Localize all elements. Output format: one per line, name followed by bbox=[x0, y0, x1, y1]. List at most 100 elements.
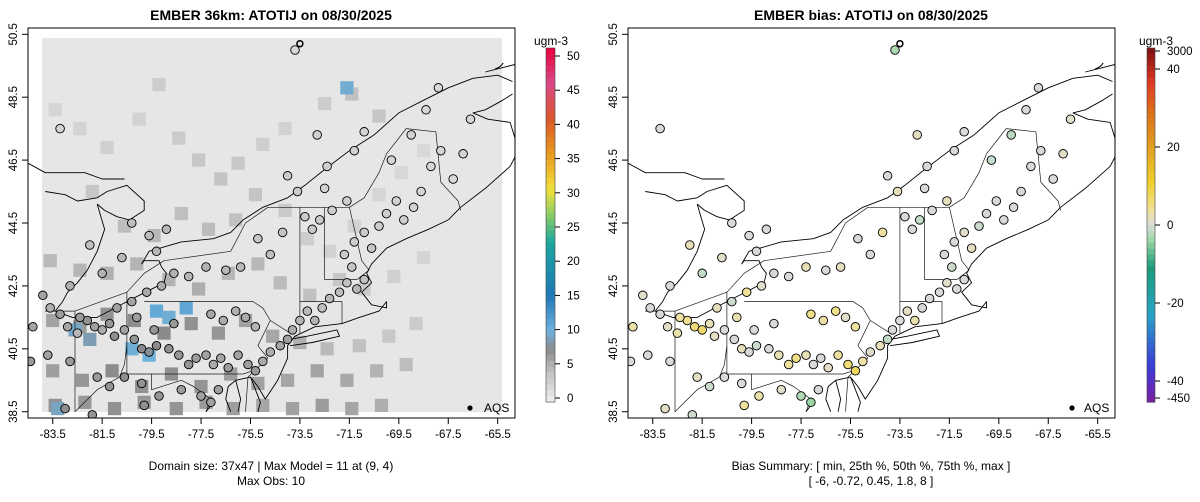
coastline bbox=[889, 329, 940, 347]
obs-site bbox=[381, 208, 392, 219]
colorbar-model-segment bbox=[546, 236, 555, 244]
obs-site bbox=[858, 356, 868, 367]
obs-site bbox=[319, 183, 330, 194]
y-tick-label: 40.5 bbox=[8, 338, 20, 360]
obs-site bbox=[813, 384, 824, 395]
obs-site bbox=[796, 391, 806, 401]
obs-site bbox=[169, 318, 179, 329]
y-tick-label: 48.5 bbox=[8, 86, 20, 108]
colorbar-bias-segment bbox=[1147, 148, 1155, 155]
legend-dot-model bbox=[467, 405, 473, 411]
y-tick-label: 50.5 bbox=[8, 23, 20, 45]
obs-site bbox=[117, 252, 127, 263]
x-tick-label: -77.5 bbox=[788, 429, 814, 441]
model-cell bbox=[48, 103, 62, 117]
obs-site bbox=[1026, 161, 1036, 172]
obs-site bbox=[981, 208, 992, 219]
colorbar-tick-label: 40 bbox=[1167, 64, 1180, 76]
obs-site bbox=[240, 312, 251, 323]
obs-site bbox=[774, 350, 784, 360]
obs-site bbox=[322, 161, 332, 172]
obs-site bbox=[176, 384, 187, 395]
legend-bias: AQS bbox=[1069, 401, 1109, 415]
model-cell bbox=[46, 313, 60, 328]
colorbar-unit-model: ugm-3 bbox=[534, 34, 568, 48]
colorbar-model-segment bbox=[546, 343, 555, 350]
obs-site bbox=[218, 315, 229, 326]
obs-site bbox=[974, 221, 984, 231]
obs-site bbox=[277, 227, 288, 238]
obs-site bbox=[144, 230, 154, 241]
colorbar-unit-bias: ugm-3 bbox=[1139, 34, 1173, 48]
x-axis-model: -83.5 -81.5 -79.5 -77.5 -75.5 -73.5 -71.5 -69.5… bbox=[40, 418, 511, 441]
colorbar-tick-label: 10 bbox=[567, 325, 580, 337]
coastline bbox=[485, 64, 515, 73]
obs-site bbox=[717, 252, 727, 263]
model-cell bbox=[352, 339, 366, 353]
model-cell bbox=[281, 373, 295, 387]
model-cell bbox=[229, 213, 243, 227]
colorbar-tick-label: 40 bbox=[567, 119, 580, 131]
state-border bbox=[924, 269, 970, 280]
colorbar-model-segment bbox=[546, 248, 555, 256]
colorbar-bias-segment bbox=[1147, 360, 1155, 368]
obs-site bbox=[112, 303, 122, 313]
obs-sites bbox=[628, 39, 1104, 418]
x-tick-label: -71.5 bbox=[336, 429, 362, 441]
colorbar-tick-label: 50 bbox=[567, 51, 580, 63]
obs-site bbox=[672, 328, 683, 338]
obs-site bbox=[258, 356, 268, 367]
obs-site bbox=[72, 328, 83, 338]
obs-site bbox=[374, 221, 384, 231]
obs-site bbox=[458, 149, 468, 159]
obs-site bbox=[697, 268, 707, 279]
colorbar-model-segment bbox=[546, 372, 555, 379]
colorbar-tick-label: 30 bbox=[567, 188, 580, 200]
colorbar-model-segment bbox=[546, 160, 555, 167]
model-cell bbox=[323, 244, 337, 258]
colorbar-bias-segment bbox=[1147, 248, 1155, 256]
obs-site bbox=[408, 202, 419, 213]
colorbar-bias-segment bbox=[1147, 53, 1155, 61]
model-cell bbox=[248, 188, 262, 202]
colorbar-bias-segment bbox=[1147, 189, 1155, 197]
obs-site bbox=[754, 391, 764, 401]
obs-site bbox=[62, 322, 73, 332]
obs-site bbox=[939, 249, 950, 260]
obs-site bbox=[727, 296, 737, 307]
obs-site bbox=[645, 303, 655, 313]
obs-site bbox=[638, 290, 648, 301]
colorbar-bias-segment bbox=[1147, 301, 1155, 309]
panel-title-model: EMBER 36km: ATOTIJ on 08/30/2025 bbox=[150, 7, 392, 23]
model-cell bbox=[214, 172, 228, 186]
obs-site bbox=[164, 344, 174, 354]
obs-site bbox=[310, 315, 320, 326]
obs-site bbox=[55, 309, 65, 319]
obs-site bbox=[265, 249, 276, 260]
x-tick-label: -69.5 bbox=[386, 429, 412, 441]
model-cell bbox=[83, 332, 97, 346]
obs-site bbox=[287, 325, 298, 335]
colorbar-bias-segment bbox=[1147, 160, 1155, 167]
x-tick-label: -83.5 bbox=[640, 429, 666, 441]
x-tick-label: -75.5 bbox=[237, 429, 263, 441]
y-axis-bias: 38.5 40.5 42.5 44.5 46.5 48.5 50.5 bbox=[608, 23, 628, 423]
colorbar-model-segment bbox=[546, 331, 555, 338]
colorbar-model-segment bbox=[546, 396, 555, 403]
x-tick-label: -69.5 bbox=[986, 429, 1012, 441]
model-cell bbox=[85, 184, 99, 199]
obs-site bbox=[154, 391, 164, 401]
colorbar-model-segment bbox=[546, 284, 555, 291]
colorbar-bias-segment bbox=[1147, 260, 1155, 267]
obs-site bbox=[966, 243, 977, 253]
coastline bbox=[225, 376, 251, 412]
colorbar-bias-segment bbox=[1147, 219, 1155, 226]
obs-site bbox=[144, 347, 154, 357]
colorbar-model-segment bbox=[546, 278, 555, 285]
colorbar-model-segment bbox=[546, 295, 555, 303]
obs-site bbox=[85, 240, 95, 250]
lake-marker bbox=[296, 39, 304, 48]
coastline bbox=[472, 93, 515, 139]
obs-site bbox=[191, 353, 201, 363]
obs-site bbox=[892, 186, 903, 197]
